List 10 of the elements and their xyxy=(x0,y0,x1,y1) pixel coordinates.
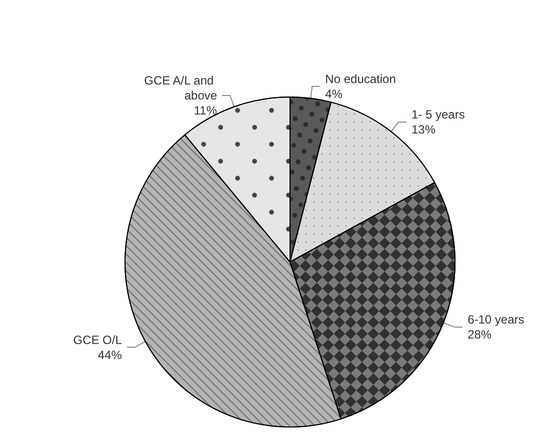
slice-label: GCE A/L and above xyxy=(144,73,218,102)
slice-label: No education xyxy=(325,72,396,86)
data-label: 44% xyxy=(98,348,122,362)
slice-label: 6-10 years xyxy=(468,312,524,327)
data-label: 11% xyxy=(194,103,218,118)
slice-label: 1- 5 years xyxy=(411,108,465,122)
slice-label: GCE O/L xyxy=(73,332,122,347)
data-label: 13% xyxy=(411,122,436,137)
data-label: 4% xyxy=(325,86,343,101)
data-label: 28% xyxy=(468,328,492,342)
